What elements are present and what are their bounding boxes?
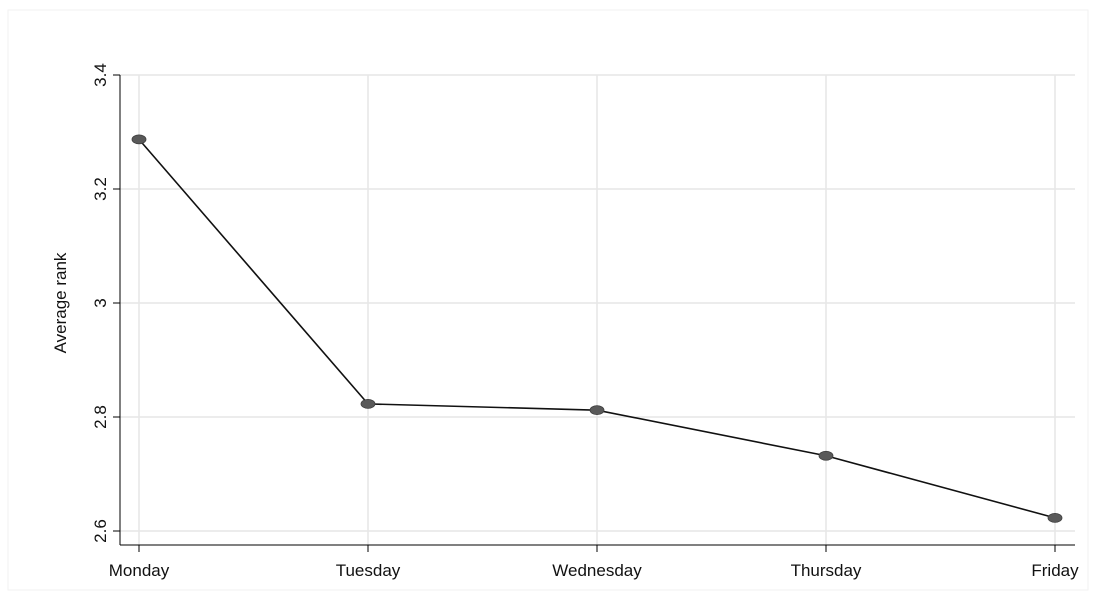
data-point [360,398,376,409]
y-tick-label: 2.8 [91,405,110,429]
ticks: 2.6 2.8 3 3.2 3.4 Monday Tuesday Wednesday Thurs… [91,63,1079,580]
y-axis-title: Average rank [51,252,70,353]
data-point [589,405,605,416]
x-tick-label: Friday [1031,561,1079,580]
chart-frame [7,9,1089,591]
gridlines [120,74,1075,545]
y-tick-label: 3.2 [91,177,110,201]
y-tick-label: 2.6 [91,519,110,543]
x-tick-label: Monday [109,561,170,580]
x-tick-label: Wednesday [552,561,642,580]
data-point [131,134,147,145]
x-tick-label: Tuesday [336,561,401,580]
y-tick-label: 3 [91,298,110,307]
y-tick-label: 3.4 [91,63,110,87]
data-point [1047,512,1063,523]
x-tick-label: Thursday [791,561,862,580]
series [131,134,1063,523]
data-point [818,450,834,461]
